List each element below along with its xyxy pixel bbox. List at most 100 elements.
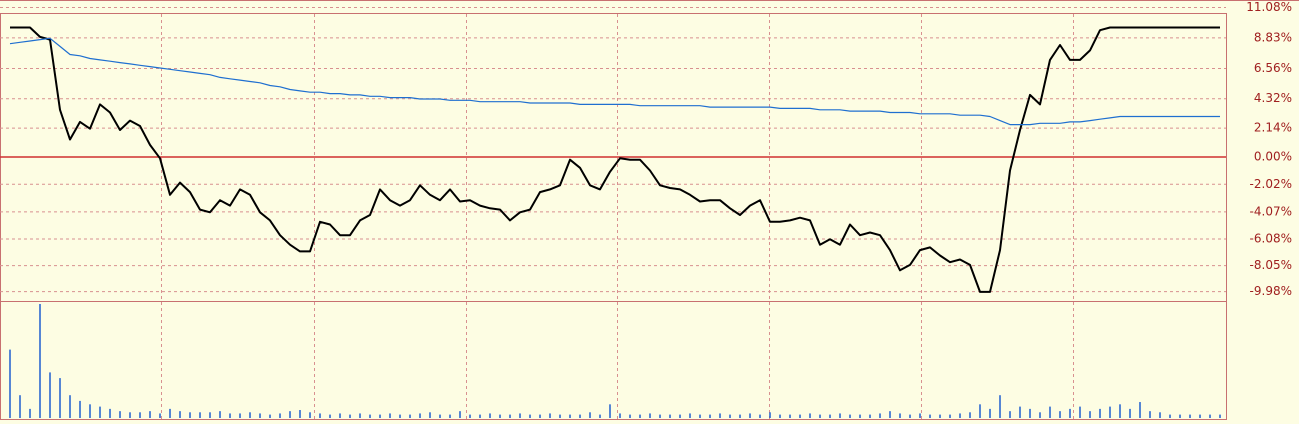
volume-bar — [139, 412, 141, 418]
volume-bar — [349, 414, 351, 418]
volume-bar — [279, 413, 281, 418]
volume-bar — [1169, 414, 1171, 418]
volume-bar — [1049, 406, 1051, 418]
volume-bar — [259, 413, 261, 418]
volume-bar — [109, 408, 111, 418]
volume-bar — [1029, 408, 1031, 418]
y-tick-label: -2.02% — [1250, 177, 1292, 191]
volume-bar — [1189, 414, 1191, 418]
volume-bar — [1209, 414, 1211, 418]
volume-bar — [519, 413, 521, 418]
volume-bar — [919, 413, 921, 418]
y-tick-label: -9.98% — [1250, 284, 1292, 298]
volume-bar — [19, 395, 21, 418]
volume-bar — [399, 414, 401, 418]
volume-bar — [799, 414, 801, 418]
volume-bar — [1109, 406, 1111, 418]
volume-bar — [879, 413, 881, 418]
volume-bar — [319, 413, 321, 418]
volume-bar — [509, 414, 511, 418]
volume-bar — [709, 414, 711, 418]
volume-bar — [819, 414, 821, 418]
volume-bar — [29, 408, 31, 418]
volume-bar — [129, 412, 131, 418]
volume-bar — [229, 413, 231, 418]
volume-bar — [969, 412, 971, 418]
volume-bar — [849, 414, 851, 418]
volume-bar — [1089, 411, 1091, 418]
volume-bar — [859, 414, 861, 418]
volume-bar — [379, 414, 381, 418]
volume-bar — [729, 414, 731, 418]
volume-bar — [589, 412, 591, 418]
volume-bar — [359, 413, 361, 418]
y-tick-label: 0.00% — [1254, 150, 1292, 164]
volume-bar — [679, 414, 681, 418]
volume-bar — [899, 413, 901, 418]
volume-bar — [989, 408, 991, 418]
y-tick-label: 6.56% — [1254, 61, 1292, 75]
volume-bar — [979, 404, 981, 418]
volume-bar — [529, 414, 531, 418]
volume-bar — [1199, 414, 1201, 418]
volume-bar — [339, 413, 341, 418]
volume-bar — [1039, 412, 1041, 418]
volume-bar — [669, 414, 671, 418]
volume-bar — [489, 413, 491, 418]
y-tick-label: -4.07% — [1250, 204, 1292, 218]
volume-bar — [1069, 408, 1071, 418]
volume-bar — [299, 410, 301, 418]
volume-bar — [719, 413, 721, 418]
volume-bar — [209, 412, 211, 418]
volume-bar — [749, 413, 751, 418]
volume-bar — [1219, 414, 1221, 418]
volume-bar — [1139, 402, 1141, 418]
volume-bar — [219, 411, 221, 418]
volume-bar — [939, 414, 941, 418]
volume-bar — [1159, 412, 1161, 418]
volume-bar — [599, 414, 601, 418]
volume-bar — [619, 413, 621, 418]
volume-bar — [1079, 406, 1081, 418]
volume-bar — [1149, 411, 1151, 418]
volume-bar — [269, 414, 271, 418]
volume-bar — [409, 414, 411, 418]
price-line — [10, 26, 1220, 293]
volume-bar — [189, 412, 191, 418]
volume-bar — [439, 414, 441, 418]
volume-bar — [239, 413, 241, 418]
price-line — [9, 37, 1220, 126]
volume-bar — [559, 414, 561, 418]
volume-bar — [889, 411, 891, 418]
volume-bar — [79, 400, 81, 418]
volume-bar — [429, 412, 431, 418]
volume-bar — [539, 414, 541, 418]
y-tick-label: -8.05% — [1250, 258, 1292, 272]
volume-bar — [829, 414, 831, 418]
volume-bar — [869, 414, 871, 418]
volume-bar — [779, 414, 781, 418]
volume-bar — [179, 411, 181, 418]
volume-bar — [769, 412, 771, 418]
y-tick-label: -6.08% — [1250, 232, 1292, 246]
volume-bar — [39, 304, 41, 418]
y-tick-label: 4.32% — [1254, 91, 1292, 105]
volume-bar — [249, 412, 251, 418]
volume-bar — [649, 413, 651, 418]
volume-bar — [759, 414, 761, 418]
volume-bar — [199, 412, 201, 418]
volume-bar — [789, 414, 791, 418]
volume-bar — [1059, 411, 1061, 418]
volume-bar — [949, 414, 951, 418]
volume-bar — [839, 413, 841, 418]
volume-bar — [579, 414, 581, 418]
volume-bar — [639, 414, 641, 418]
volume-bar — [499, 414, 501, 418]
volume-bar — [1099, 408, 1101, 418]
volume-bar — [469, 414, 471, 418]
volume-bar — [89, 404, 91, 418]
volume-bar — [479, 414, 481, 418]
volume-bar — [59, 378, 61, 418]
volume-bar — [569, 414, 571, 418]
